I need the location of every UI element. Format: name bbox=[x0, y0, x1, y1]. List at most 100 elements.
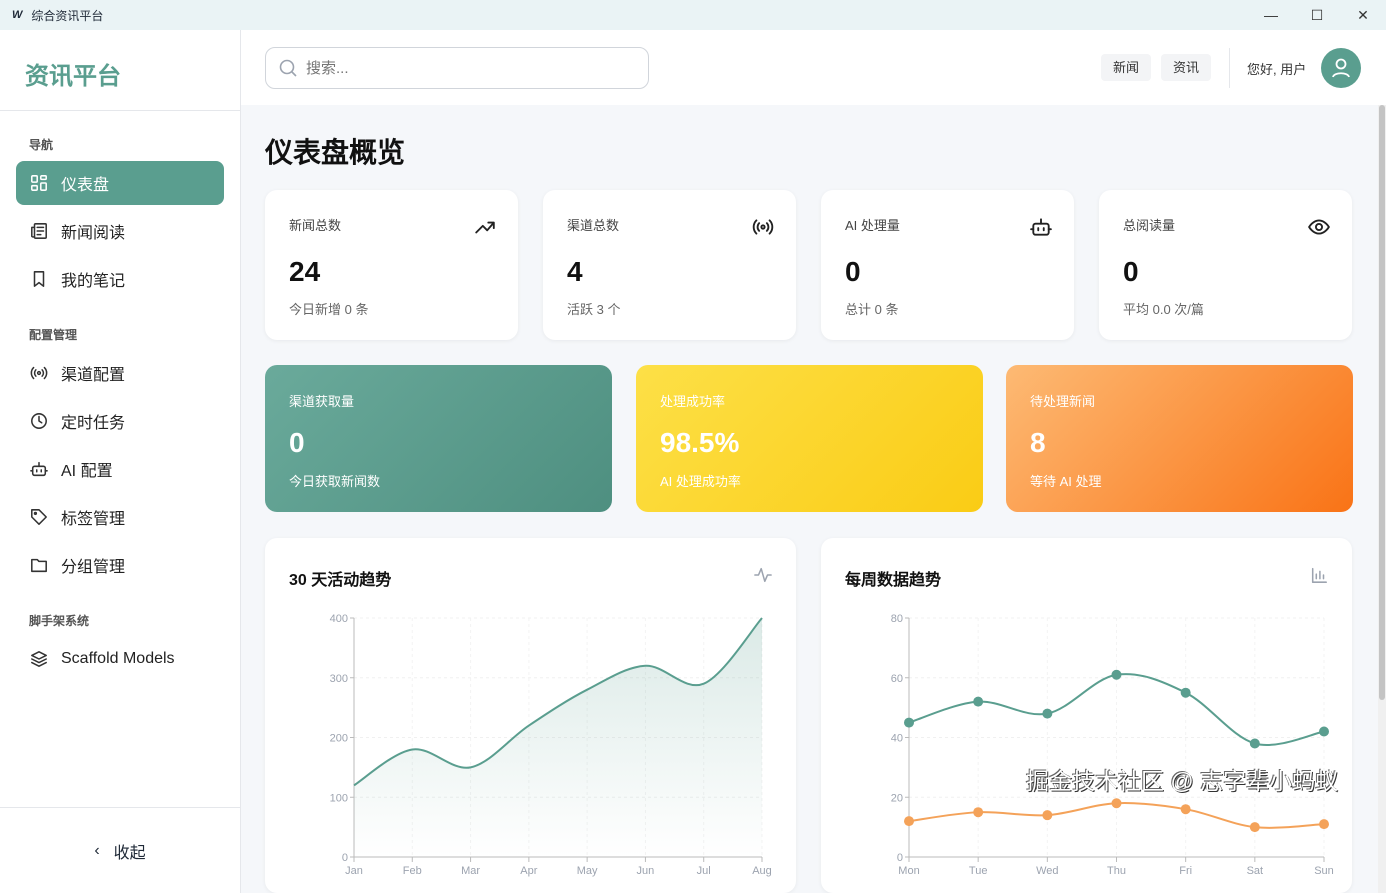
highlight-card: 待处理新闻 8 等待 AI 处理 bbox=[1006, 365, 1353, 512]
robot-icon bbox=[1030, 218, 1052, 236]
stat-card: 新闻总数 24 今日新增 0 条 bbox=[265, 190, 518, 340]
chevron-left-icon: ‹ bbox=[94, 841, 100, 859]
highlight-card: 处理成功率 98.5% AI 处理成功率 bbox=[636, 365, 983, 512]
sidebar-item[interactable]: 定时任务 bbox=[16, 399, 224, 443]
y-tick-label: 0 bbox=[897, 852, 903, 864]
broadcast-icon bbox=[30, 366, 48, 380]
highlight-card: 渠道获取量 0 今日获取新闻数 bbox=[265, 365, 612, 512]
sidebar-item-label: 分组管理 bbox=[61, 559, 126, 576]
x-tick-label: Mar bbox=[461, 865, 480, 877]
bar-chart-icon bbox=[1311, 567, 1327, 583]
sidebar-item-label: AI 配置 bbox=[61, 463, 113, 480]
x-tick-label: Sat bbox=[1247, 865, 1264, 877]
y-tick-label: 300 bbox=[330, 673, 348, 685]
sidebar-item[interactable]: 标签管理 bbox=[16, 495, 224, 539]
chart-plot: 0 20 40 60 80 Mon Tue Wed Thu Fri Sat Sun bbox=[891, 613, 1334, 877]
data-point[interactable] bbox=[1249, 738, 1260, 749]
stat-value: 4 bbox=[567, 256, 583, 287]
clock-icon bbox=[31, 413, 47, 429]
activity-icon bbox=[754, 567, 772, 583]
sidebar-item-label: 标签管理 bbox=[61, 511, 126, 528]
x-tick-label: Fri bbox=[1179, 865, 1192, 877]
sidebar-item[interactable]: 渠道配置 bbox=[16, 351, 224, 395]
data-point[interactable] bbox=[1111, 798, 1122, 809]
stat-subtext: 平均 0.0 次/篇 bbox=[1123, 302, 1204, 317]
newspaper-icon bbox=[31, 223, 47, 239]
y-tick-label: 80 bbox=[891, 613, 903, 625]
stat-label: 渠道总数 bbox=[567, 218, 620, 233]
avatar[interactable] bbox=[1321, 48, 1361, 88]
y-tick-label: 200 bbox=[330, 733, 348, 745]
collapse-button[interactable]: ‹ 收起 bbox=[0, 807, 240, 893]
bookmark-icon bbox=[33, 271, 45, 287]
folder-icon bbox=[31, 558, 47, 573]
stat-value: 0 bbox=[1123, 256, 1139, 287]
chart-plot: 0 100 200 300 400 Jan Feb Mar Apr May Jun Jul Aug bbox=[330, 613, 772, 877]
eye-icon bbox=[1308, 219, 1330, 235]
data-point[interactable] bbox=[1319, 726, 1329, 737]
x-tick-label: May bbox=[577, 865, 598, 877]
sidebar: 资讯平台 导航 仪表盘 新闻阅读 我的笔记 配置管理 渠道配置 定时任务 AI 配置 标签管理分… bbox=[0, 30, 241, 893]
y-tick-label: 20 bbox=[891, 792, 903, 804]
search-box[interactable] bbox=[265, 47, 649, 89]
data-point[interactable] bbox=[1180, 804, 1191, 815]
stat-label: 总阅读量 bbox=[1123, 218, 1176, 233]
sidebar-item[interactable]: Scaffold Models bbox=[16, 637, 224, 681]
x-tick-label: Thu bbox=[1107, 865, 1126, 877]
broadcast-icon bbox=[752, 219, 774, 235]
stat-card: AI 处理量 0 总计 0 条 bbox=[821, 190, 1074, 340]
stat-subtext: 总计 0 条 bbox=[845, 302, 899, 317]
data-point[interactable] bbox=[1319, 819, 1329, 830]
highlight-subtext: 等待 AI 处理 bbox=[1030, 474, 1102, 489]
info-button[interactable]: 资讯 bbox=[1161, 54, 1212, 81]
sidebar-item[interactable]: 分组管理 bbox=[16, 543, 224, 587]
header: 新闻 资讯 您好, 用户 bbox=[241, 30, 1378, 105]
y-tick-label: 100 bbox=[330, 792, 348, 804]
chart-card: 每周数据趋势 0 20 40 60 80 Mon Tue Wed Thu Fri Sat Sun bbox=[821, 538, 1352, 893]
highlight-value: 0 bbox=[289, 427, 305, 458]
greeting: 您好, 用户 bbox=[1247, 62, 1307, 77]
sidebar-item-label: Scaffold Models bbox=[61, 650, 175, 667]
chart-title: 30 天活动趋势 bbox=[289, 572, 392, 589]
data-point[interactable] bbox=[1042, 810, 1053, 821]
stat-value: 0 bbox=[845, 256, 861, 287]
sidebar-item-label: 渠道配置 bbox=[61, 367, 126, 384]
sidebar-item-label: 定时任务 bbox=[61, 415, 126, 432]
data-point[interactable] bbox=[973, 696, 984, 707]
data-point[interactable] bbox=[1180, 687, 1191, 698]
news-button[interactable]: 新闻 bbox=[1101, 54, 1152, 81]
maximize-button[interactable]: ☐ bbox=[1310, 7, 1324, 23]
sidebar-item[interactable]: 我的笔记 bbox=[16, 257, 224, 301]
x-tick-label: Sun bbox=[1314, 865, 1334, 877]
stat-card: 渠道总数 4 活跃 3 个 bbox=[543, 190, 796, 340]
close-button[interactable]: ✕ bbox=[1357, 7, 1369, 23]
minimize-button[interactable]: — bbox=[1264, 7, 1278, 23]
x-tick-label: Apr bbox=[520, 865, 537, 877]
highlight-label: 渠道获取量 bbox=[289, 394, 355, 409]
app-logo: W bbox=[12, 9, 23, 21]
user-icon bbox=[1332, 58, 1350, 78]
data-point[interactable] bbox=[904, 816, 914, 827]
sidebar-item[interactable]: 新闻阅读 bbox=[16, 209, 224, 253]
data-point[interactable] bbox=[1111, 669, 1122, 680]
data-point[interactable] bbox=[1249, 822, 1260, 833]
data-point[interactable] bbox=[904, 717, 914, 728]
data-point[interactable] bbox=[973, 807, 984, 818]
scrollbar[interactable] bbox=[1378, 105, 1386, 893]
search-input[interactable] bbox=[306, 59, 626, 77]
tag-icon bbox=[31, 509, 47, 525]
data-point[interactable] bbox=[1042, 708, 1053, 719]
collapse-label: 收起 bbox=[113, 844, 146, 862]
stat-value: 24 bbox=[289, 256, 321, 287]
highlight-label: 处理成功率 bbox=[660, 394, 726, 409]
sidebar-item[interactable]: 仪表盘 bbox=[16, 161, 224, 205]
sidebar-item[interactable]: AI 配置 bbox=[16, 447, 224, 491]
stat-label: AI 处理量 bbox=[845, 218, 900, 233]
chart-title: 每周数据趋势 bbox=[845, 572, 942, 589]
scrollbar-thumb[interactable] bbox=[1379, 105, 1385, 700]
y-tick-label: 40 bbox=[891, 733, 903, 745]
search-icon bbox=[279, 59, 297, 77]
x-tick-label: Mon bbox=[898, 865, 919, 877]
highlight-subtext: AI 处理成功率 bbox=[660, 474, 741, 489]
stat-subtext: 活跃 3 个 bbox=[567, 302, 621, 317]
